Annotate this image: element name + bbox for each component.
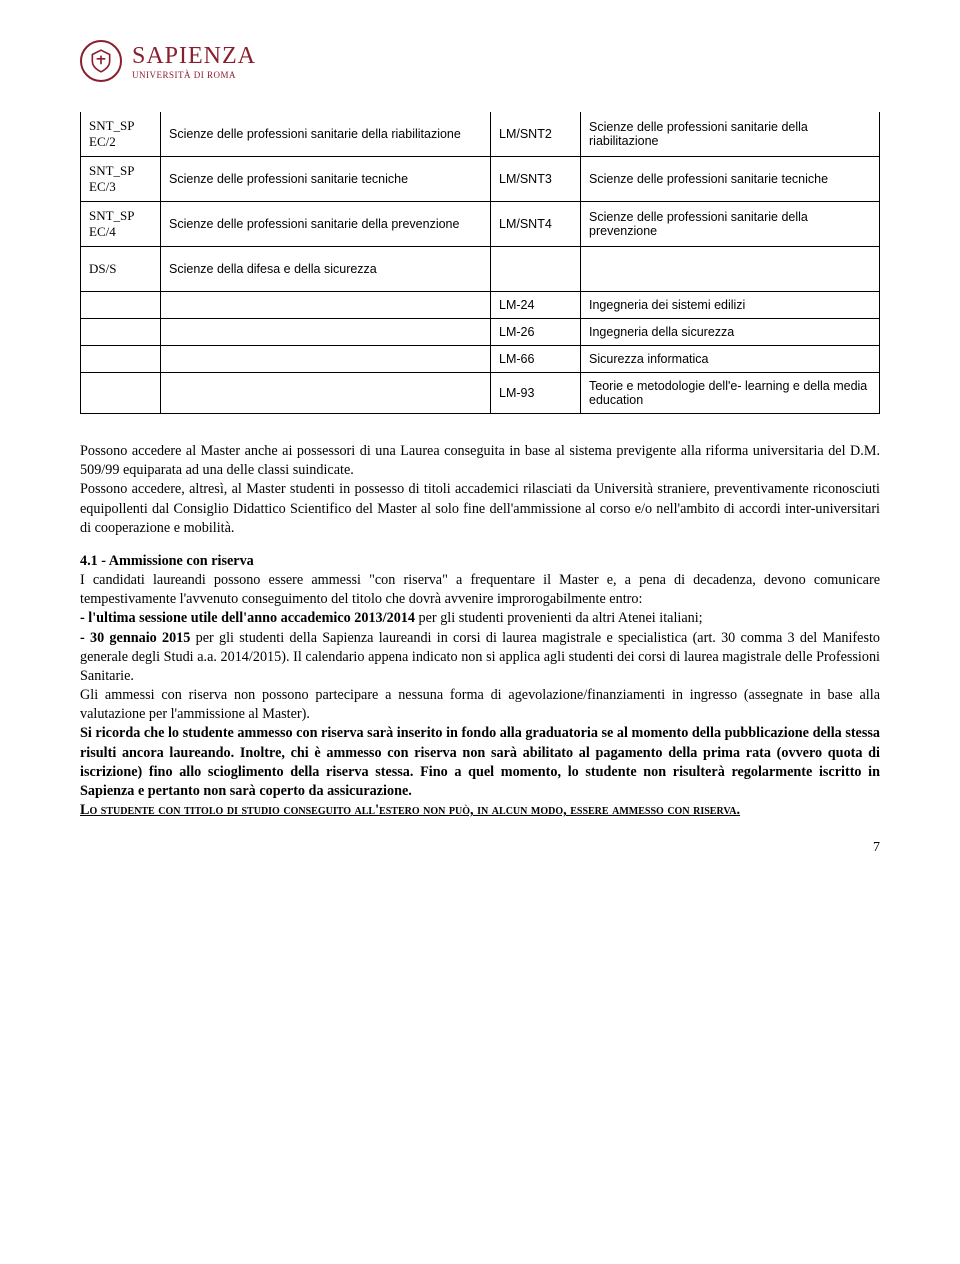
desc-cell bbox=[161, 346, 491, 373]
paragraph: 4.1 - Ammissione con riserva I candidati… bbox=[80, 552, 880, 820]
desc2-cell: Scienze delle professioni sanitarie dell… bbox=[581, 202, 880, 247]
lm-cell: LM-26 bbox=[491, 319, 581, 346]
bullet-bold: - l'ultima sessione utile dell'anno acca… bbox=[80, 610, 415, 626]
table-row: LM-93 Teorie e metodologie dell'e- learn… bbox=[81, 373, 880, 414]
desc-cell: Scienze delle professioni sanitarie dell… bbox=[161, 112, 491, 157]
paragraph: Possono accedere al Master anche ai poss… bbox=[80, 442, 880, 538]
code-cell bbox=[81, 292, 161, 319]
page-number: 7 bbox=[80, 840, 880, 856]
lm-cell: LM/SNT3 bbox=[491, 157, 581, 202]
code-cell: SNT_SP EC/4 bbox=[81, 202, 161, 247]
desc2-cell: Scienze delle professioni sanitarie tecn… bbox=[581, 157, 880, 202]
desc2-cell bbox=[581, 247, 880, 292]
desc2-cell: Ingegneria dei sistemi edilizi bbox=[581, 292, 880, 319]
text: Possono accedere, altresì, al Master stu… bbox=[80, 481, 880, 535]
desc-cell bbox=[161, 292, 491, 319]
code-cell bbox=[81, 373, 161, 414]
code-cell bbox=[81, 346, 161, 373]
desc2-cell: Ingegneria della sicurezza bbox=[581, 319, 880, 346]
desc2-cell: Teorie e metodologie dell'e- learning e … bbox=[581, 373, 880, 414]
logo-text: SAPIENZA UNIVERSITÀ DI ROMA bbox=[132, 43, 256, 80]
table-row: DS/S Scienze della difesa e della sicure… bbox=[81, 247, 880, 292]
table-row: SNT_SP EC/2 Scienze delle professioni sa… bbox=[81, 112, 880, 157]
text: Gli ammessi con riserva non possono part… bbox=[80, 687, 880, 722]
logo: SAPIENZA UNIVERSITÀ DI ROMA bbox=[80, 40, 880, 82]
table-row: SNT_SP EC/4 Scienze delle professioni sa… bbox=[81, 202, 880, 247]
desc2-cell: Sicurezza informatica bbox=[581, 346, 880, 373]
logo-sub: UNIVERSITÀ DI ROMA bbox=[132, 70, 256, 80]
lm-cell: LM-66 bbox=[491, 346, 581, 373]
text-smallcaps: Lo studente con titolo di studio consegu… bbox=[80, 802, 740, 818]
table-row: LM-66 Sicurezza informatica bbox=[81, 346, 880, 373]
desc-cell: Scienze delle professioni sanitarie tecn… bbox=[161, 157, 491, 202]
desc-cell: Scienze delle professioni sanitarie dell… bbox=[161, 202, 491, 247]
code-cell: SNT_SP EC/3 bbox=[81, 157, 161, 202]
section-title: 4.1 - Ammissione con riserva bbox=[80, 553, 254, 569]
code-cell bbox=[81, 319, 161, 346]
lm-cell: LM-93 bbox=[491, 373, 581, 414]
desc-cell bbox=[161, 373, 491, 414]
table-row: LM-24 Ingegneria dei sistemi edilizi bbox=[81, 292, 880, 319]
lm-cell bbox=[491, 247, 581, 292]
desc-cell: Scienze della difesa e della sicurezza bbox=[161, 247, 491, 292]
table-row: SNT_SP EC/3 Scienze delle professioni sa… bbox=[81, 157, 880, 202]
logo-main: SAPIENZA bbox=[132, 43, 256, 70]
lm-cell: LM/SNT4 bbox=[491, 202, 581, 247]
classification-table: SNT_SP EC/2 Scienze delle professioni sa… bbox=[80, 112, 880, 414]
bullet-bold: - 30 gennaio 2015 bbox=[80, 630, 190, 646]
bullet-text: per gli studenti provenienti da altri At… bbox=[415, 610, 703, 626]
desc-cell bbox=[161, 319, 491, 346]
desc2-cell: Scienze delle professioni sanitarie dell… bbox=[581, 112, 880, 157]
code-cell: SNT_SP EC/2 bbox=[81, 112, 161, 157]
bullet-text: per gli studenti della Sapienza laureand… bbox=[80, 630, 880, 684]
text: I candidati laureandi possono essere amm… bbox=[80, 572, 880, 607]
table-row: LM-26 Ingegneria della sicurezza bbox=[81, 319, 880, 346]
text: Possono accedere al Master anche ai poss… bbox=[80, 443, 880, 478]
crest-icon bbox=[80, 40, 122, 82]
text-bold: Si ricorda che lo studente ammesso con r… bbox=[80, 725, 880, 799]
lm-cell: LM/SNT2 bbox=[491, 112, 581, 157]
code-cell: DS/S bbox=[81, 247, 161, 292]
lm-cell: LM-24 bbox=[491, 292, 581, 319]
